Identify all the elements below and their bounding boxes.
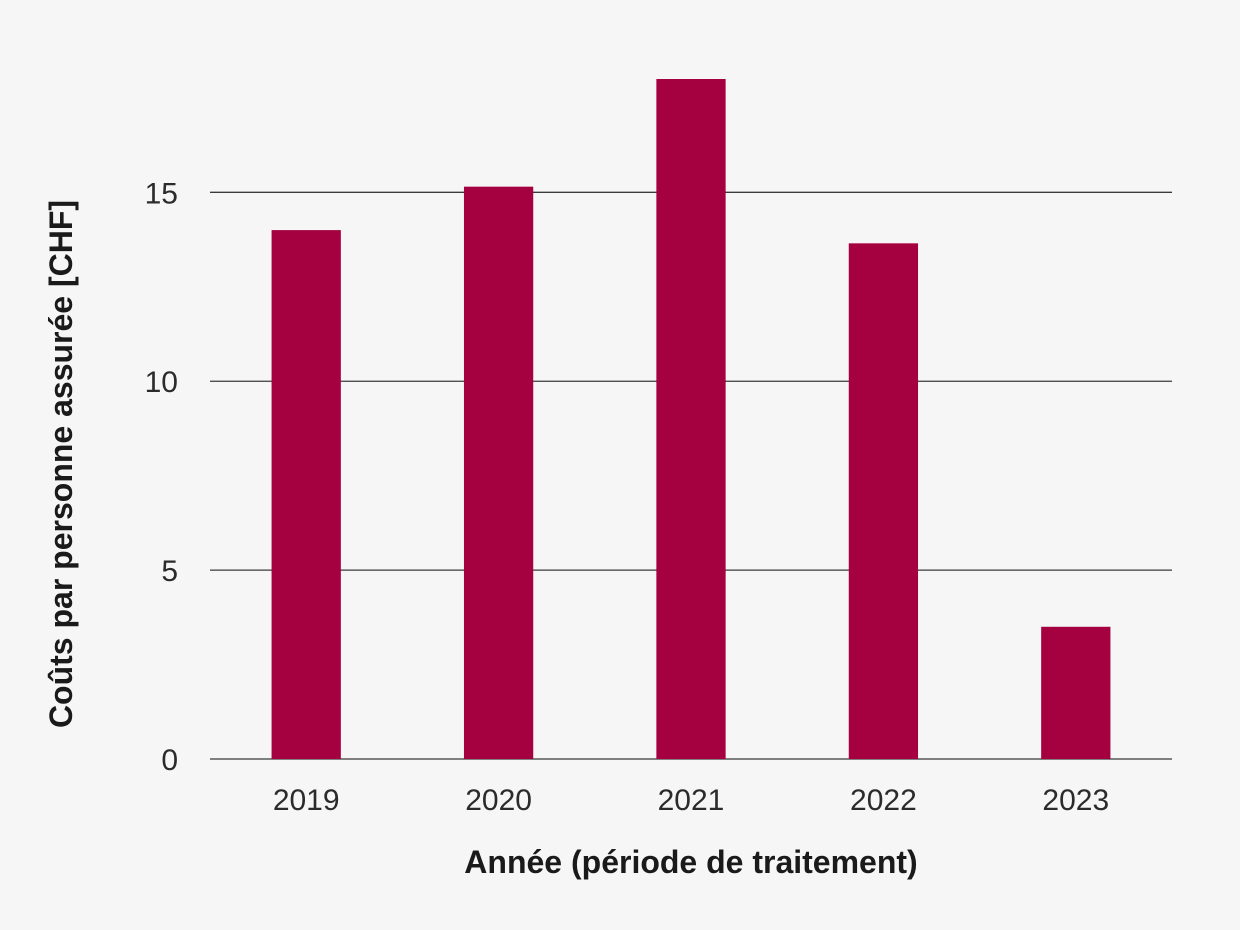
x-tick-label: 2021: [658, 784, 725, 817]
y-tick-label: 0: [161, 744, 178, 777]
bar-2021: [656, 79, 726, 759]
y-tick-label: 10: [145, 366, 178, 399]
bar-2020: [463, 186, 534, 759]
y-tick-label: 15: [145, 177, 178, 210]
x-tick-label: 2023: [1042, 784, 1109, 817]
x-tick-labels: 2019 2020 2021 2022 2023: [273, 784, 1109, 817]
bars: [271, 79, 1111, 760]
x-tick-label: 2020: [465, 784, 532, 817]
y-tick-labels: 0 5 10 15: [145, 177, 178, 777]
x-axis-title: Année (période de traitement): [464, 844, 917, 880]
bar-2022: [848, 243, 919, 760]
bar-2019: [271, 230, 341, 760]
x-tick-label: 2022: [850, 784, 917, 817]
y-axis-title: Coûts par personne assurée [CHF]: [43, 200, 79, 728]
x-tick-label: 2019: [273, 784, 340, 817]
y-tick-label: 5: [161, 555, 178, 588]
bar-2023: [1041, 626, 1111, 759]
